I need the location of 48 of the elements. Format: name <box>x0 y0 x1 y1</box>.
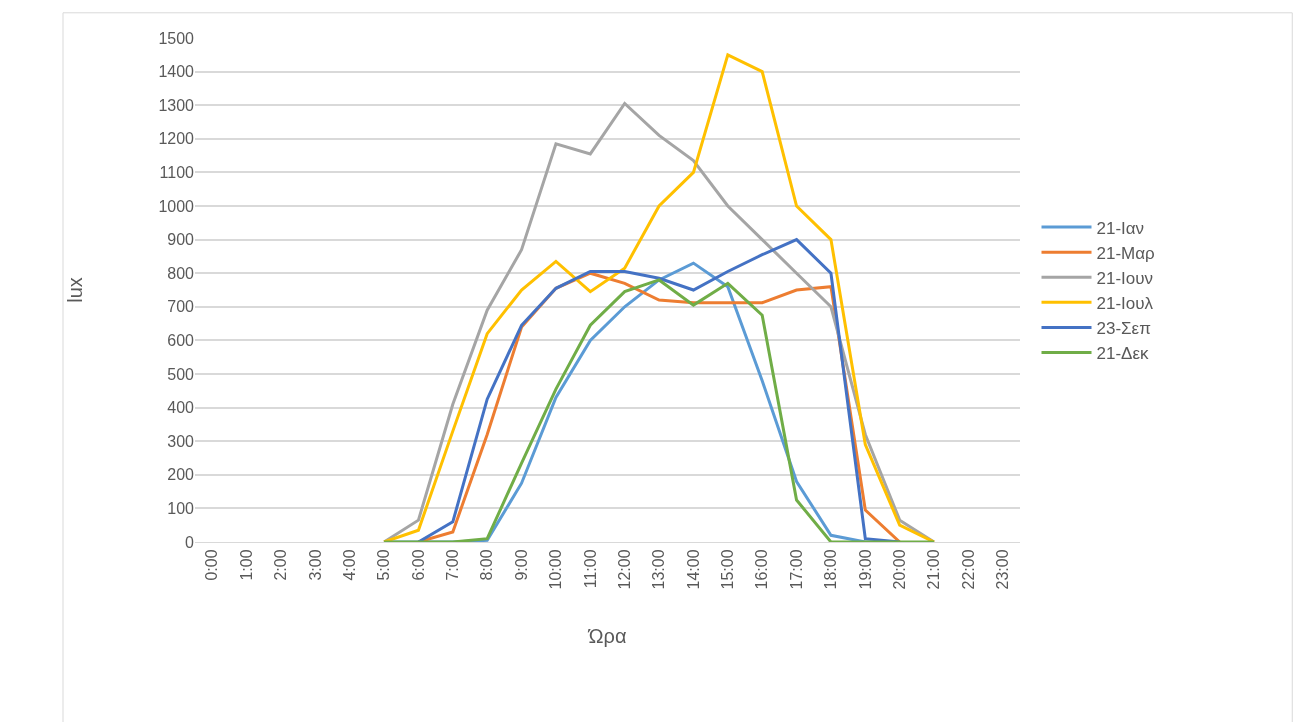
y-tick-label: 300 <box>167 432 195 450</box>
legend-label: 21-Μαρ <box>1096 243 1155 263</box>
x-tick-label: 8:00 <box>478 549 496 581</box>
legend-label: 21-Δεκ <box>1096 344 1149 364</box>
x-tick-label: 9:00 <box>512 549 530 581</box>
y-tick-label: 400 <box>167 399 195 417</box>
x-tick-label: 14:00 <box>684 549 702 590</box>
y-tick-label: 1100 <box>159 164 195 181</box>
x-tick-label: 10:00 <box>547 549 565 590</box>
y-axis-title: lux <box>63 277 86 303</box>
x-tick-label: 23:00 <box>994 549 1012 590</box>
x-tick-label: 7:00 <box>444 549 462 581</box>
x-tick-label: 3:00 <box>306 549 324 581</box>
legend-label: 23-Σεπ <box>1096 319 1151 339</box>
x-tick-label: 2:00 <box>272 549 290 581</box>
legend-label: 21-Ιουλ <box>1096 293 1154 313</box>
x-tick-label: 1:00 <box>237 549 255 581</box>
y-tick-label: 1200 <box>158 130 195 148</box>
x-tick-label: 11:00 <box>581 549 599 589</box>
y-tick-label: 800 <box>167 264 195 282</box>
y-tick-label: 900 <box>167 231 195 249</box>
y-tick-label: 600 <box>167 332 195 349</box>
x-tick-label: 19:00 <box>856 549 874 590</box>
x-tick-label: 13:00 <box>650 549 668 590</box>
x-tick-label: 21:00 <box>925 549 943 590</box>
legend-label: 21-Ιουν <box>1096 268 1154 288</box>
y-tick-label: 1300 <box>158 96 195 114</box>
y-tick-label: 100 <box>167 500 195 517</box>
x-tick-label: 6:00 <box>409 549 427 581</box>
x-tick-label: 15:00 <box>719 549 737 590</box>
x-tick-label: 4:00 <box>340 549 358 581</box>
x-tick-label: 5:00 <box>375 549 393 581</box>
y-tick-label: 700 <box>167 298 195 316</box>
x-tick-label: 18:00 <box>822 549 840 590</box>
legend-label: 21-Ιαν <box>1096 218 1145 238</box>
y-tick-label: 1500 <box>158 29 195 47</box>
y-tick-label: 1000 <box>158 197 195 215</box>
y-tick-label: 500 <box>167 365 195 383</box>
x-tick-label: 16:00 <box>753 549 771 590</box>
x-tick-label: 0:00 <box>203 549 221 581</box>
x-tick-label: 20:00 <box>890 549 908 590</box>
y-tick-label: 0 <box>185 533 195 551</box>
x-tick-label: 12:00 <box>615 549 633 590</box>
y-tick-label: 1400 <box>158 63 195 81</box>
y-tick-label: 200 <box>167 466 195 484</box>
x-tick-label: 17:00 <box>787 549 805 590</box>
x-tick-label: 22:00 <box>959 549 977 590</box>
x-axis-title: Ώρα <box>587 624 627 647</box>
